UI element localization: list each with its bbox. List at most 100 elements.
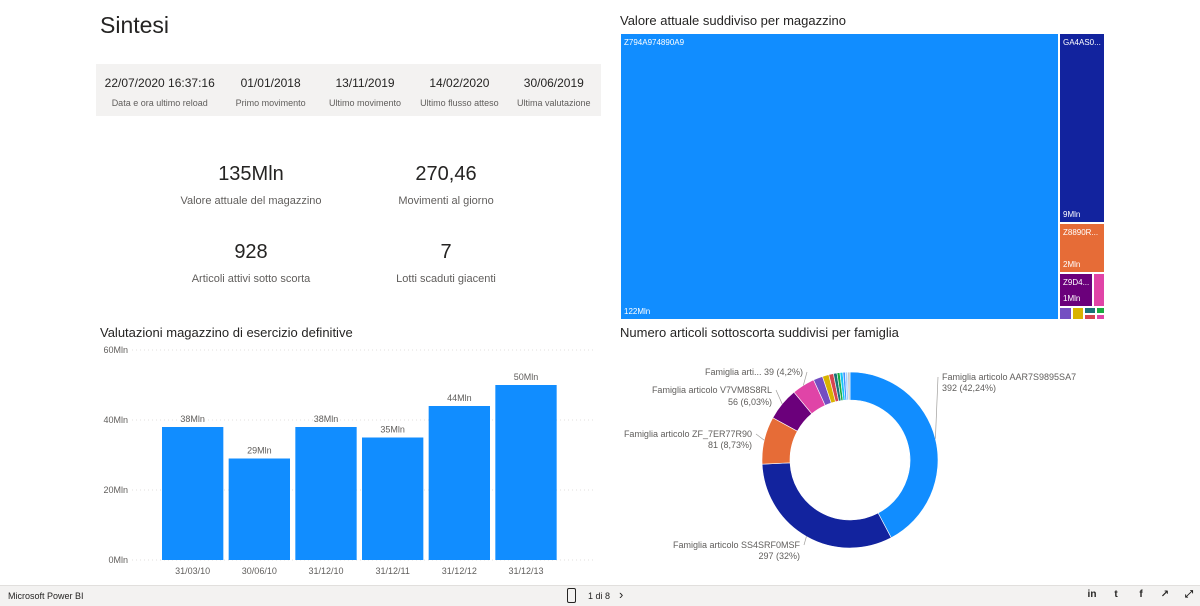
y-tick-label: 40Mln [103, 415, 128, 425]
share-icon[interactable]: ↗ [1160, 589, 1170, 600]
donut-slice[interactable] [849, 371, 939, 539]
treemap-tile-small[interactable] [1093, 273, 1105, 307]
bar-chart: 0Mln 20Mln 40Mln 60Mln 38Mln 31/03/10 29Mln 30/… [103, 345, 596, 576]
info-value: 01/01/2018 [240, 76, 301, 90]
info-value: 13/11/2019 [335, 76, 395, 90]
treemap-tile-name: Z794A974890A9 [624, 38, 685, 47]
treemap-tile[interactable]: Z8890R... 2Mln [1059, 223, 1105, 273]
bar-chart-title: Valutazioni magazzino di esercizio defin… [100, 325, 353, 340]
bar-data-label: 50Mln [514, 372, 539, 382]
treemap-tile-small[interactable] [1096, 314, 1105, 320]
treemap-tile-small[interactable] [1084, 307, 1096, 314]
treemap-tile-value: 9Mln [1063, 210, 1081, 219]
slice-label: Famiglia articolo AAR7S9895SA7 [942, 372, 1076, 382]
treemap-tile-small[interactable] [1084, 314, 1096, 320]
bar[interactable] [362, 437, 424, 561]
slice-value-label: 81 (8,73%) [708, 440, 752, 450]
leader-line [775, 389, 783, 405]
bar[interactable] [495, 385, 557, 560]
leader-line [803, 536, 807, 546]
leader-line [755, 433, 765, 441]
y-tick-label: 0Mln [108, 555, 128, 565]
treemap-title: Valore attuale suddiviso per magazzino [620, 13, 846, 28]
info-last-valuation: 30/06/2019 Ultima valutazione [507, 64, 601, 116]
footer-bar: Microsoft Power BI 1 di 8 › in t f ↗ ⤢ [0, 585, 1200, 606]
y-tick-label: 20Mln [103, 485, 128, 495]
donut-chart-title: Numero articoli sottoscorta suddivisi pe… [620, 325, 899, 340]
treemap-tile-value: 1Mln [1063, 294, 1081, 303]
kpi-value: 928 [234, 241, 268, 263]
kpi-value: 270,46 [415, 163, 477, 185]
info-label: Ultimo movimento [329, 98, 402, 108]
treemap-tile-small[interactable] [1096, 307, 1105, 314]
info-value: 30/06/2019 [523, 76, 584, 90]
treemap-tile[interactable]: Z794A974890A9 122Mln [620, 33, 1059, 320]
bar[interactable] [162, 427, 224, 560]
slice-value-label: 56 (6,03%) [728, 397, 772, 407]
fullscreen-icon[interactable]: ⤢ [1185, 589, 1193, 600]
leader-line [803, 371, 808, 386]
x-tick-label: 30/06/10 [242, 566, 277, 576]
info-value: 14/02/2020 [429, 76, 490, 90]
bar-data-label: 29Mln [247, 446, 272, 456]
leader-line [935, 376, 939, 439]
treemap-tile-small[interactable] [1072, 307, 1084, 320]
slice-label: Famiglia articolo ZF_7ER77R90 [624, 429, 752, 439]
kpi-warehouse-value: 135Mln Valore attuale del magazzino [151, 163, 351, 207]
info-label: Ultimo flusso atteso [420, 98, 499, 108]
x-tick-label: 31/12/11 [375, 566, 409, 576]
slice-value-label: 392 (42,24%) [942, 383, 996, 393]
treemap-tile-value: 2Mln [1063, 260, 1081, 269]
slice-label: Famiglia articolo SS4SRF0MSF [673, 540, 801, 550]
page-title: Sintesi [100, 12, 170, 38]
bar[interactable] [295, 427, 357, 560]
treemap-tile-name: Z8890R... [1063, 228, 1099, 237]
treemap-tile[interactable]: Z9D4... 1Mln [1059, 273, 1093, 307]
treemap-tile-name: Z9D4... [1063, 278, 1090, 287]
facebook-icon[interactable]: f [1139, 589, 1143, 600]
info-label: Primo movimento [235, 98, 306, 108]
bar-data-label: 44Mln [447, 393, 472, 403]
bar[interactable] [428, 406, 490, 560]
kpi-label: Lotti scaduti giacenti [396, 273, 496, 285]
bar-data-label: 38Mln [314, 414, 339, 424]
bar-data-label: 38Mln [180, 414, 205, 424]
kpi-expired-lots: 7 Lotti scaduti giacenti [346, 241, 546, 285]
info-bar: 22/07/2020 16:37:16 Data e ora ultimo re… [96, 64, 601, 116]
treemap-tile-name: GA4AS0... [1063, 38, 1101, 47]
page-indicator: 1 di 8 [588, 591, 611, 601]
brand-label[interactable]: Microsoft Power BI [8, 591, 84, 601]
twitter-icon[interactable]: t [1114, 589, 1118, 600]
kpi-daily-movements: 270,46 Movimenti al giorno [346, 163, 546, 207]
slice-label: Famiglia articolo V7VM8S8RL [652, 385, 772, 395]
kpi-label: Valore attuale del magazzino [180, 195, 322, 207]
info-last-movement: 13/11/2019 Ultimo movimento [318, 64, 412, 116]
treemap-tile[interactable]: GA4AS0... 9Mln [1059, 33, 1105, 223]
info-label: Ultima valutazione [517, 98, 591, 108]
info-last-expected-flow: 14/02/2020 Ultimo flusso atteso [412, 64, 506, 116]
x-tick-label: 31/12/10 [308, 566, 343, 576]
kpi-items-below-stock: 928 Articoli attivi sotto scorta [151, 241, 351, 285]
x-tick-label: 31/03/10 [175, 566, 210, 576]
info-value: 22/07/2020 16:37:16 [104, 76, 215, 90]
info-reload: 22/07/2020 16:37:16 Data e ora ultimo re… [96, 64, 223, 116]
slice-label: Famiglia arti... 39 (4,2%) [705, 367, 803, 377]
chevron-right-icon[interactable]: › [619, 587, 624, 602]
bar[interactable] [228, 458, 290, 561]
x-tick-label: 31/12/13 [508, 566, 543, 576]
kpi-value: 135Mln [218, 163, 284, 185]
info-first-movement: 01/01/2018 Primo movimento [223, 64, 317, 116]
x-tick-label: 31/12/12 [442, 566, 477, 576]
donut-slice[interactable] [761, 462, 892, 549]
treemap-tile-value: 122Mln [624, 307, 651, 316]
info-label: Data e ora ultimo reload [111, 98, 208, 108]
linkedin-icon[interactable]: in [1087, 589, 1097, 600]
kpi-label: Movimenti al giorno [398, 195, 494, 207]
page-selector-icon[interactable] [567, 588, 576, 603]
kpi-label: Articoli attivi sotto scorta [191, 273, 311, 285]
bar-data-label: 35Mln [380, 425, 405, 435]
treemap-tile-small[interactable] [1059, 307, 1072, 320]
donut-slice[interactable] [847, 371, 851, 401]
treemap-chart: Z794A974890A9 122Mln GA4AS0... 9Mln Z889… [620, 33, 1105, 320]
